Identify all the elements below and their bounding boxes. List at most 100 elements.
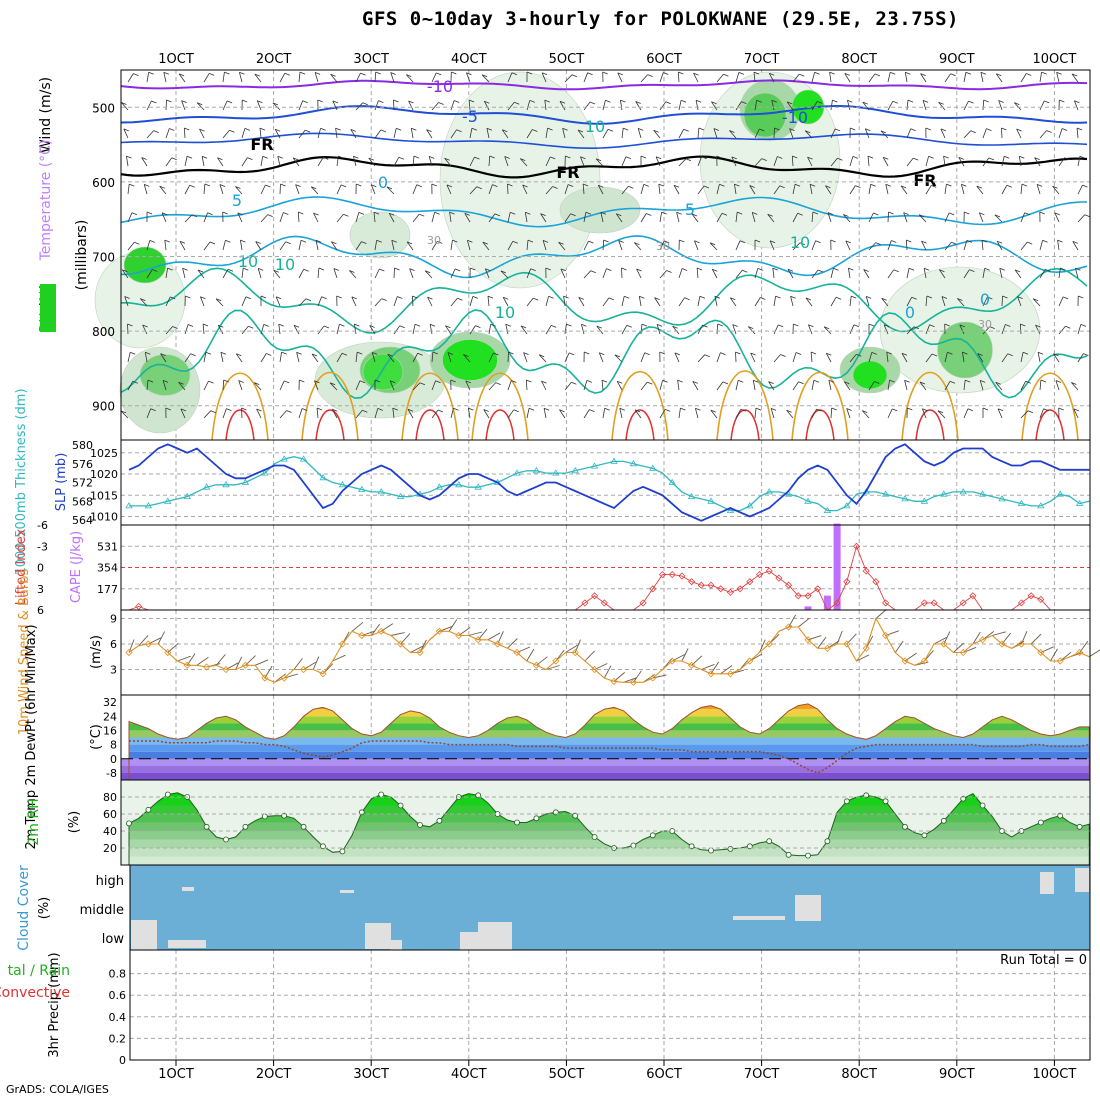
wind-barb <box>526 268 532 279</box>
wind-speed-marker <box>688 661 696 669</box>
wind-barb-flag <box>1025 380 1031 384</box>
wind-barb-flag <box>178 73 185 77</box>
wind-barb <box>374 129 382 139</box>
wind-barb <box>634 409 642 419</box>
wind-barb-flag <box>988 157 995 161</box>
wind-barb-flag <box>829 71 835 75</box>
wind-barb-flag <box>526 71 533 75</box>
wind-barb-flag <box>721 212 728 216</box>
wind-barb <box>464 213 471 223</box>
wind-barb <box>887 240 892 251</box>
wind-barb-flag <box>242 99 248 103</box>
wind-speed-marker <box>358 631 366 640</box>
cloud-clear-gap <box>1040 872 1054 894</box>
wind-speed-marker <box>1076 648 1084 657</box>
wind-barb-flag <box>656 324 663 327</box>
li-marker <box>736 585 744 593</box>
wind-barb <box>903 212 908 223</box>
wind-barb-flag <box>378 100 384 103</box>
wind-barb-flag <box>655 156 662 160</box>
rh-marker <box>242 823 249 830</box>
top-time-label: 2OCT <box>256 52 292 67</box>
wind-barb <box>469 156 475 167</box>
wind-barb <box>944 242 952 251</box>
wind-barb-flag <box>602 71 608 75</box>
isotherm-line <box>120 309 1088 400</box>
wind-barb-flag <box>713 128 720 131</box>
wind-barb <box>804 130 813 139</box>
wind-speed-marker <box>494 640 502 648</box>
wind-barb-flag <box>1056 71 1062 75</box>
pressure-axis-label: (millibars) <box>74 220 90 291</box>
li-marker <box>1037 595 1045 603</box>
wind-barb-flag <box>359 380 366 384</box>
wind-barb <box>165 128 170 139</box>
wind-barb-flag <box>179 240 186 244</box>
contour-label: -5 <box>462 107 478 126</box>
wind-barb-flag <box>693 72 699 76</box>
wind-barb-flag <box>943 155 949 159</box>
wind-barb <box>716 184 720 195</box>
wind-barb-flag <box>511 72 518 76</box>
wind-barb <box>564 213 571 223</box>
wind-barb-flag <box>664 240 670 244</box>
wind-barb-flag <box>750 352 756 356</box>
wind-barb-flag <box>368 157 374 161</box>
wind-barb <box>469 325 476 335</box>
wind-barb <box>143 184 148 195</box>
wind-barb <box>906 128 912 139</box>
wind-barb <box>999 268 1003 279</box>
wind-barb <box>977 353 984 363</box>
li-marker <box>959 599 967 607</box>
wind-barb-flag <box>186 155 193 159</box>
wind-barb <box>659 212 662 223</box>
rh-marker <box>533 815 540 822</box>
temp-band <box>129 751 1090 759</box>
wind-barb-flag <box>159 185 165 189</box>
temp-tick-label: 16 <box>103 724 117 737</box>
wind-barb <box>239 72 243 83</box>
wind-barb-flag <box>767 213 773 217</box>
wind-barb-flag <box>827 212 834 215</box>
wind-barb <box>215 654 226 666</box>
wind-barb <box>412 184 418 195</box>
wind-barb <box>1018 156 1022 167</box>
wind-barb <box>165 99 167 111</box>
wind-barb-flag <box>640 155 647 159</box>
wind-barb <box>807 156 813 167</box>
wind-barb-flag <box>227 268 234 272</box>
thickness-marker <box>299 455 308 462</box>
thickness-marker <box>940 490 948 497</box>
contour-label: -10 <box>427 77 453 96</box>
wind-barb-flag <box>559 100 566 104</box>
wind-barb <box>713 128 718 139</box>
bottom-time-label: 7OCT <box>744 1067 780 1082</box>
wind-barb-flag <box>487 295 494 299</box>
thickness-marker <box>668 478 676 485</box>
wind-barb <box>749 185 756 195</box>
wind-barb <box>293 658 303 670</box>
wind-barb <box>161 212 167 223</box>
wind-barb-flag <box>846 408 852 411</box>
isotherm-line <box>120 155 1088 179</box>
wind-barb <box>351 621 364 632</box>
wind-barb-flag <box>217 157 223 161</box>
wind-barb <box>1057 240 1060 251</box>
wind-barb <box>798 617 810 628</box>
wind-barb-flag <box>624 295 630 299</box>
isotherm-hot-lobe <box>315 409 345 441</box>
wind-barb-flag <box>790 295 796 299</box>
wind-barb-flag <box>1007 353 1013 357</box>
wind-barb <box>602 129 609 139</box>
wind-barb <box>1075 268 1079 279</box>
wind-barb-flag <box>414 323 421 327</box>
wind-barb <box>279 73 286 83</box>
wind-barb <box>753 72 756 83</box>
contour-label: 0 <box>980 290 990 309</box>
wind-barb <box>178 73 186 83</box>
rh-marker <box>766 838 773 845</box>
rh-marker <box>649 832 656 839</box>
wind-barb <box>957 298 965 307</box>
